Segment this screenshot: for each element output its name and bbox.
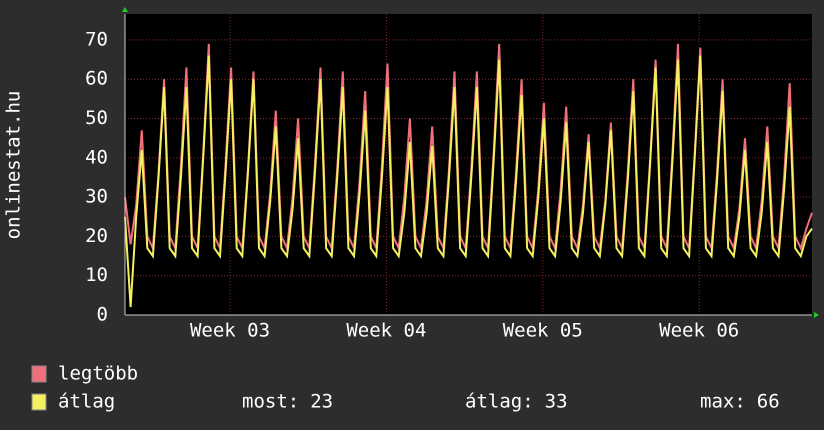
stat-label: átlag: [465, 391, 534, 413]
x-tick-label: Week 04 [346, 320, 426, 342]
y-tick-label: 20 [85, 225, 108, 247]
y-tick-label: 50 [85, 107, 108, 129]
y-tick-label: 70 [85, 28, 108, 50]
y-tick-label: 10 [85, 264, 108, 286]
y-axis-arrow [122, 7, 128, 12]
x-tick-label: Week 06 [659, 320, 739, 342]
y-axis-label: onlinestat.hu [3, 91, 25, 240]
y-tick-label: 40 [85, 146, 108, 168]
stat-label: max: [700, 391, 746, 413]
stat-label: most: [242, 391, 299, 413]
legend-label: legtöbb [58, 363, 138, 385]
plot-area [125, 14, 812, 315]
x-axis-arrow [814, 312, 819, 318]
y-tick-label: 60 [85, 68, 108, 90]
series-line [124, 55, 813, 308]
legend-swatch [31, 365, 47, 383]
y-tick-label: 30 [85, 186, 108, 208]
y-tick-label: 0 [97, 304, 108, 326]
legend-label: átlag [58, 391, 115, 413]
legend-swatch [31, 393, 47, 411]
x-tick-label: Week 03 [190, 320, 270, 342]
stat-value: 23 [310, 391, 333, 413]
x-tick-label: Week 05 [503, 320, 583, 342]
stat-value: 33 [545, 391, 568, 413]
stat-value: 66 [757, 391, 780, 413]
